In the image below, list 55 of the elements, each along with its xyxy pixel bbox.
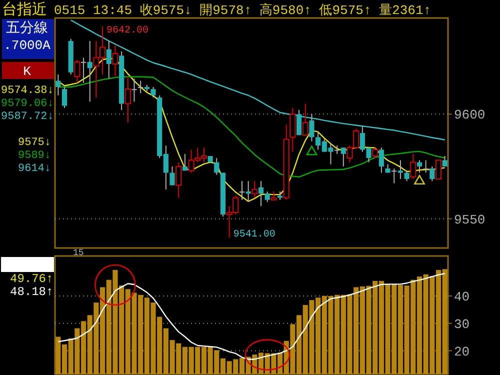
candlestick bbox=[182, 153, 188, 172]
candlestick bbox=[296, 110, 302, 136]
annotation: 15 bbox=[73, 248, 84, 258]
candlestick bbox=[435, 160, 442, 180]
candlestick bbox=[309, 114, 314, 142]
candlestick bbox=[392, 168, 397, 184]
y-tick-label: 40 bbox=[454, 290, 470, 305]
candlestick bbox=[124, 76, 131, 124]
y-tick-label: 9600 bbox=[454, 108, 486, 123]
candlestick bbox=[80, 57, 86, 84]
text: 五分線 bbox=[6, 20, 48, 36]
annotation: 9541.00 bbox=[233, 230, 276, 241]
text: 9579.06↓ bbox=[1, 98, 54, 110]
candlestick bbox=[150, 86, 156, 98]
text: 48.18↑ bbox=[10, 285, 54, 299]
line-series bbox=[70, 19, 446, 140]
text: 49.76↑ bbox=[10, 272, 54, 286]
candlestick bbox=[372, 147, 378, 159]
candlestick bbox=[106, 40, 112, 80]
candlestick bbox=[423, 160, 428, 174]
candlestick bbox=[258, 180, 264, 207]
candlestick bbox=[334, 145, 340, 154]
candlestick bbox=[410, 153, 416, 180]
candlestick bbox=[302, 103, 308, 136]
y-tick-label: 30 bbox=[454, 316, 470, 332]
text: .7000A bbox=[4, 38, 51, 53]
candlestick bbox=[214, 158, 220, 176]
candlestick bbox=[176, 162, 182, 198]
candlestick bbox=[170, 166, 175, 186]
chart-title: 台指近 bbox=[2, 0, 47, 18]
candlestick bbox=[138, 80, 144, 94]
candlestick bbox=[112, 44, 118, 78]
candlestick bbox=[264, 191, 270, 202]
candlestick bbox=[132, 78, 137, 102]
chart-subtitle: 0515 13:45 收9575↓ 開9578↑ 高9580↑ 低9575↑ 量2361↑ bbox=[54, 2, 432, 18]
y-tick-label: 9550 bbox=[454, 212, 486, 228]
line-series bbox=[58, 272, 446, 360]
candlestick bbox=[239, 180, 245, 200]
text: 9614↓ bbox=[18, 163, 52, 175]
text: K bbox=[23, 64, 32, 79]
candlestick bbox=[416, 160, 422, 174]
text: 9575↓ bbox=[18, 137, 52, 149]
candlestick bbox=[62, 86, 68, 108]
candlestick bbox=[378, 147, 384, 174]
candlestick bbox=[404, 170, 410, 182]
candlestick bbox=[442, 156, 448, 167]
candlestick bbox=[74, 59, 80, 84]
text: 9589↓ bbox=[18, 150, 52, 162]
text: 9574.38↓ bbox=[1, 85, 54, 97]
y-tick-label: 20 bbox=[454, 344, 470, 360]
candlestick bbox=[252, 180, 258, 198]
annotation: 9642.00 bbox=[106, 25, 149, 36]
candlestick bbox=[290, 107, 296, 152]
candlestick bbox=[56, 74, 61, 96]
text: 9587.72↓ bbox=[1, 111, 54, 123]
